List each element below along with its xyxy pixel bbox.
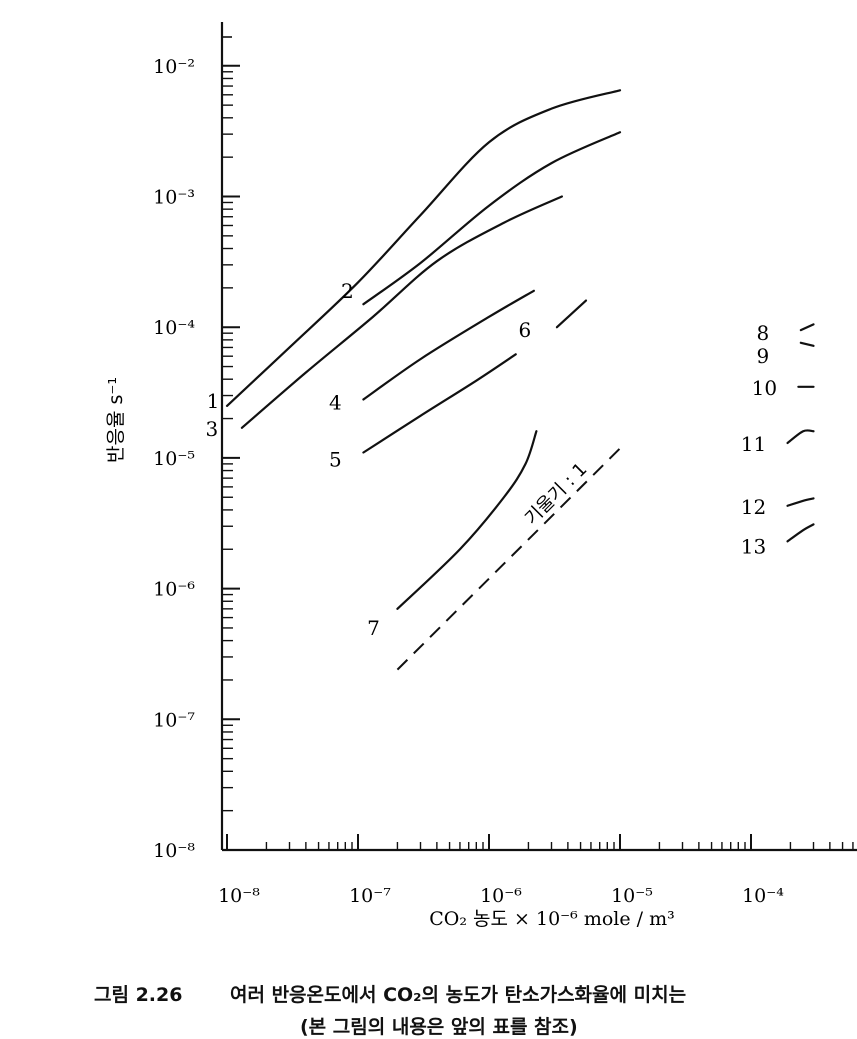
y-axis-label: 반응율 s⁻¹ [105,377,127,463]
series-line-6 [555,299,588,329]
series-label-9: 9 [756,344,769,368]
series-line-5 [362,353,517,454]
series-label-6: 6 [519,318,532,342]
x-axis-label: CO₂ 농도 × 10⁻⁶ mole / m³ [429,908,674,930]
y-tick-label: 10⁻³ [153,187,195,209]
series-line-11 [786,429,815,445]
series-label-5: 5 [329,447,342,471]
figure-number: 그림 2.26 [94,984,183,1006]
series-label-11: 11 [741,432,766,456]
series-line-2 [362,131,622,306]
y-tick-label: 10⁻⁷ [153,709,195,731]
x-tick-label: 10⁻⁶ [480,885,522,907]
slope-label: 기울기 : 1 [521,459,591,529]
series-label-12: 12 [741,495,766,519]
series-label-10: 10 [752,376,777,400]
figure-subcaption: (본 그림의 내용은 앞의 표를 참조) [300,1016,578,1038]
series-label-13: 13 [741,534,766,558]
series-label-2: 2 [341,279,354,303]
series-label-3: 3 [206,417,219,441]
x-tick-label: 10⁻⁵ [611,885,653,907]
reference-line [396,442,627,671]
y-tick-label: 10⁻² [153,56,195,78]
figure-caption-text: 여러 반응온도에서 CO₂의 농도가 탄소가스화율에 미치는 [230,984,687,1006]
series-line-7 [396,430,538,610]
y-tick-label: 10⁻⁶ [153,579,195,601]
series-line-4 [362,289,535,401]
series-line-13 [786,523,815,543]
series-line-3 [240,195,563,429]
chart: 10⁻⁸ 10⁻⁷ 10⁻⁶ 10⁻⁵ 10⁻⁴ 10⁻³ 10⁻² 10⁻⁸ 10⁻⁷ 10⁻⁶… [105,22,857,930]
x-tick-label: 10⁻⁷ [349,885,391,907]
series-label-8: 8 [756,321,769,345]
series-line-12 [786,497,815,507]
x-tick-label: 10⁻⁴ [742,885,784,907]
series-label-1: 1 [207,389,220,413]
series-label-4: 4 [329,390,342,414]
x-tick-label: 10⁻⁸ [218,885,260,907]
tick-labels: 10⁻⁸ 10⁻⁷ 10⁻⁶ 10⁻⁵ 10⁻⁴ 10⁻³ 10⁻² 10⁻⁸ 10⁻⁷ 10⁻⁶… [153,56,784,907]
series-lines [225,89,815,610]
series-line-8 [799,323,815,332]
slope-reference-dashed-line [396,442,627,671]
series-label-7: 7 [367,616,380,640]
series-line-1 [225,89,622,407]
y-tick-label: 10⁻⁸ [153,840,195,862]
series-line-9 [799,341,815,347]
tick-marks [222,64,854,851]
y-tick-label: 10⁻⁵ [153,448,195,470]
y-tick-label: 10⁻⁴ [153,317,195,339]
